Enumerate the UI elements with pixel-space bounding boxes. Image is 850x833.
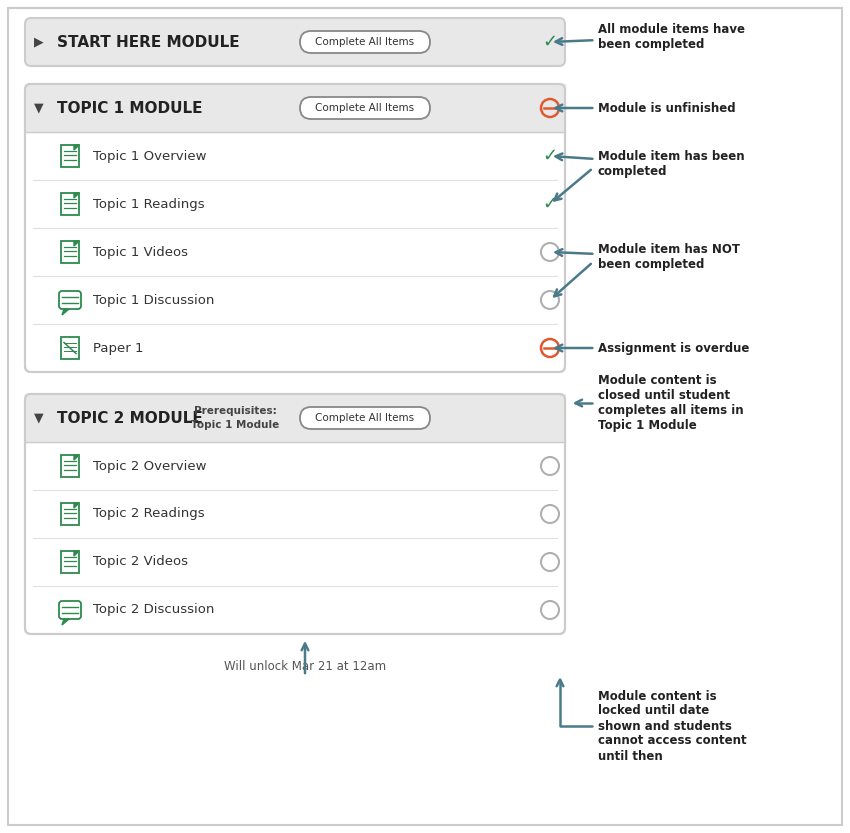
- Polygon shape: [74, 455, 79, 460]
- Polygon shape: [25, 84, 565, 132]
- Text: Module is unfinished: Module is unfinished: [556, 102, 735, 114]
- Polygon shape: [74, 503, 79, 508]
- Text: ✓: ✓: [542, 147, 558, 165]
- Text: Module item has been
completed: Module item has been completed: [556, 150, 745, 178]
- Polygon shape: [62, 619, 69, 625]
- FancyBboxPatch shape: [25, 18, 565, 66]
- Text: Module content is
locked until date
shown and students
cannot access content
unt: Module content is locked until date show…: [557, 680, 746, 762]
- Polygon shape: [74, 145, 79, 150]
- FancyBboxPatch shape: [61, 193, 79, 215]
- FancyBboxPatch shape: [61, 241, 79, 263]
- Text: START HERE MODULE: START HERE MODULE: [57, 34, 240, 49]
- Text: ▶: ▶: [34, 36, 44, 48]
- Text: All module items have
been completed: All module items have been completed: [556, 23, 745, 51]
- Text: Topic 2 Readings: Topic 2 Readings: [93, 507, 205, 521]
- Text: TOPIC 1 MODULE: TOPIC 1 MODULE: [57, 101, 202, 116]
- FancyBboxPatch shape: [61, 455, 79, 477]
- Text: Topic 1 Videos: Topic 1 Videos: [93, 246, 188, 258]
- Text: ✓: ✓: [542, 195, 558, 213]
- Text: ▼: ▼: [34, 102, 44, 114]
- FancyBboxPatch shape: [300, 407, 430, 429]
- Polygon shape: [25, 394, 565, 442]
- Text: TOPIC 2 MODULE: TOPIC 2 MODULE: [57, 411, 203, 426]
- FancyBboxPatch shape: [61, 145, 79, 167]
- Text: Topic 1 Overview: Topic 1 Overview: [93, 149, 207, 162]
- Text: ✓: ✓: [542, 33, 558, 51]
- Polygon shape: [74, 241, 79, 246]
- Text: ▼: ▼: [34, 412, 44, 425]
- Text: Topic 2 Discussion: Topic 2 Discussion: [93, 603, 214, 616]
- Text: Complete All Items: Complete All Items: [315, 413, 415, 423]
- FancyBboxPatch shape: [61, 503, 79, 525]
- Polygon shape: [62, 309, 69, 315]
- FancyBboxPatch shape: [61, 551, 79, 573]
- FancyBboxPatch shape: [25, 394, 565, 634]
- FancyBboxPatch shape: [300, 97, 430, 119]
- Text: Topic 1 Discussion: Topic 1 Discussion: [93, 293, 214, 307]
- Text: Prerequisites:
Topic 1 Module: Prerequisites: Topic 1 Module: [191, 407, 279, 430]
- Text: Complete All Items: Complete All Items: [315, 37, 415, 47]
- FancyBboxPatch shape: [59, 291, 81, 309]
- Text: Module item has NOT
been completed: Module item has NOT been completed: [556, 243, 740, 271]
- Text: Assignment is overdue: Assignment is overdue: [556, 342, 750, 355]
- Polygon shape: [74, 193, 79, 198]
- Text: Will unlock Mar 21 at 12am: Will unlock Mar 21 at 12am: [224, 660, 386, 672]
- FancyBboxPatch shape: [25, 84, 565, 372]
- Text: Complete All Items: Complete All Items: [315, 103, 415, 113]
- Polygon shape: [74, 551, 79, 556]
- Text: Paper 1: Paper 1: [93, 342, 144, 355]
- Text: Topic 2 Overview: Topic 2 Overview: [93, 460, 207, 472]
- FancyBboxPatch shape: [59, 601, 81, 619]
- Text: Topic 2 Videos: Topic 2 Videos: [93, 556, 188, 568]
- Text: Module content is
closed until student
completes all items in
Topic 1 Module: Module content is closed until student c…: [575, 374, 744, 432]
- FancyBboxPatch shape: [300, 31, 430, 53]
- FancyBboxPatch shape: [61, 337, 79, 359]
- Text: Topic 1 Readings: Topic 1 Readings: [93, 197, 205, 211]
